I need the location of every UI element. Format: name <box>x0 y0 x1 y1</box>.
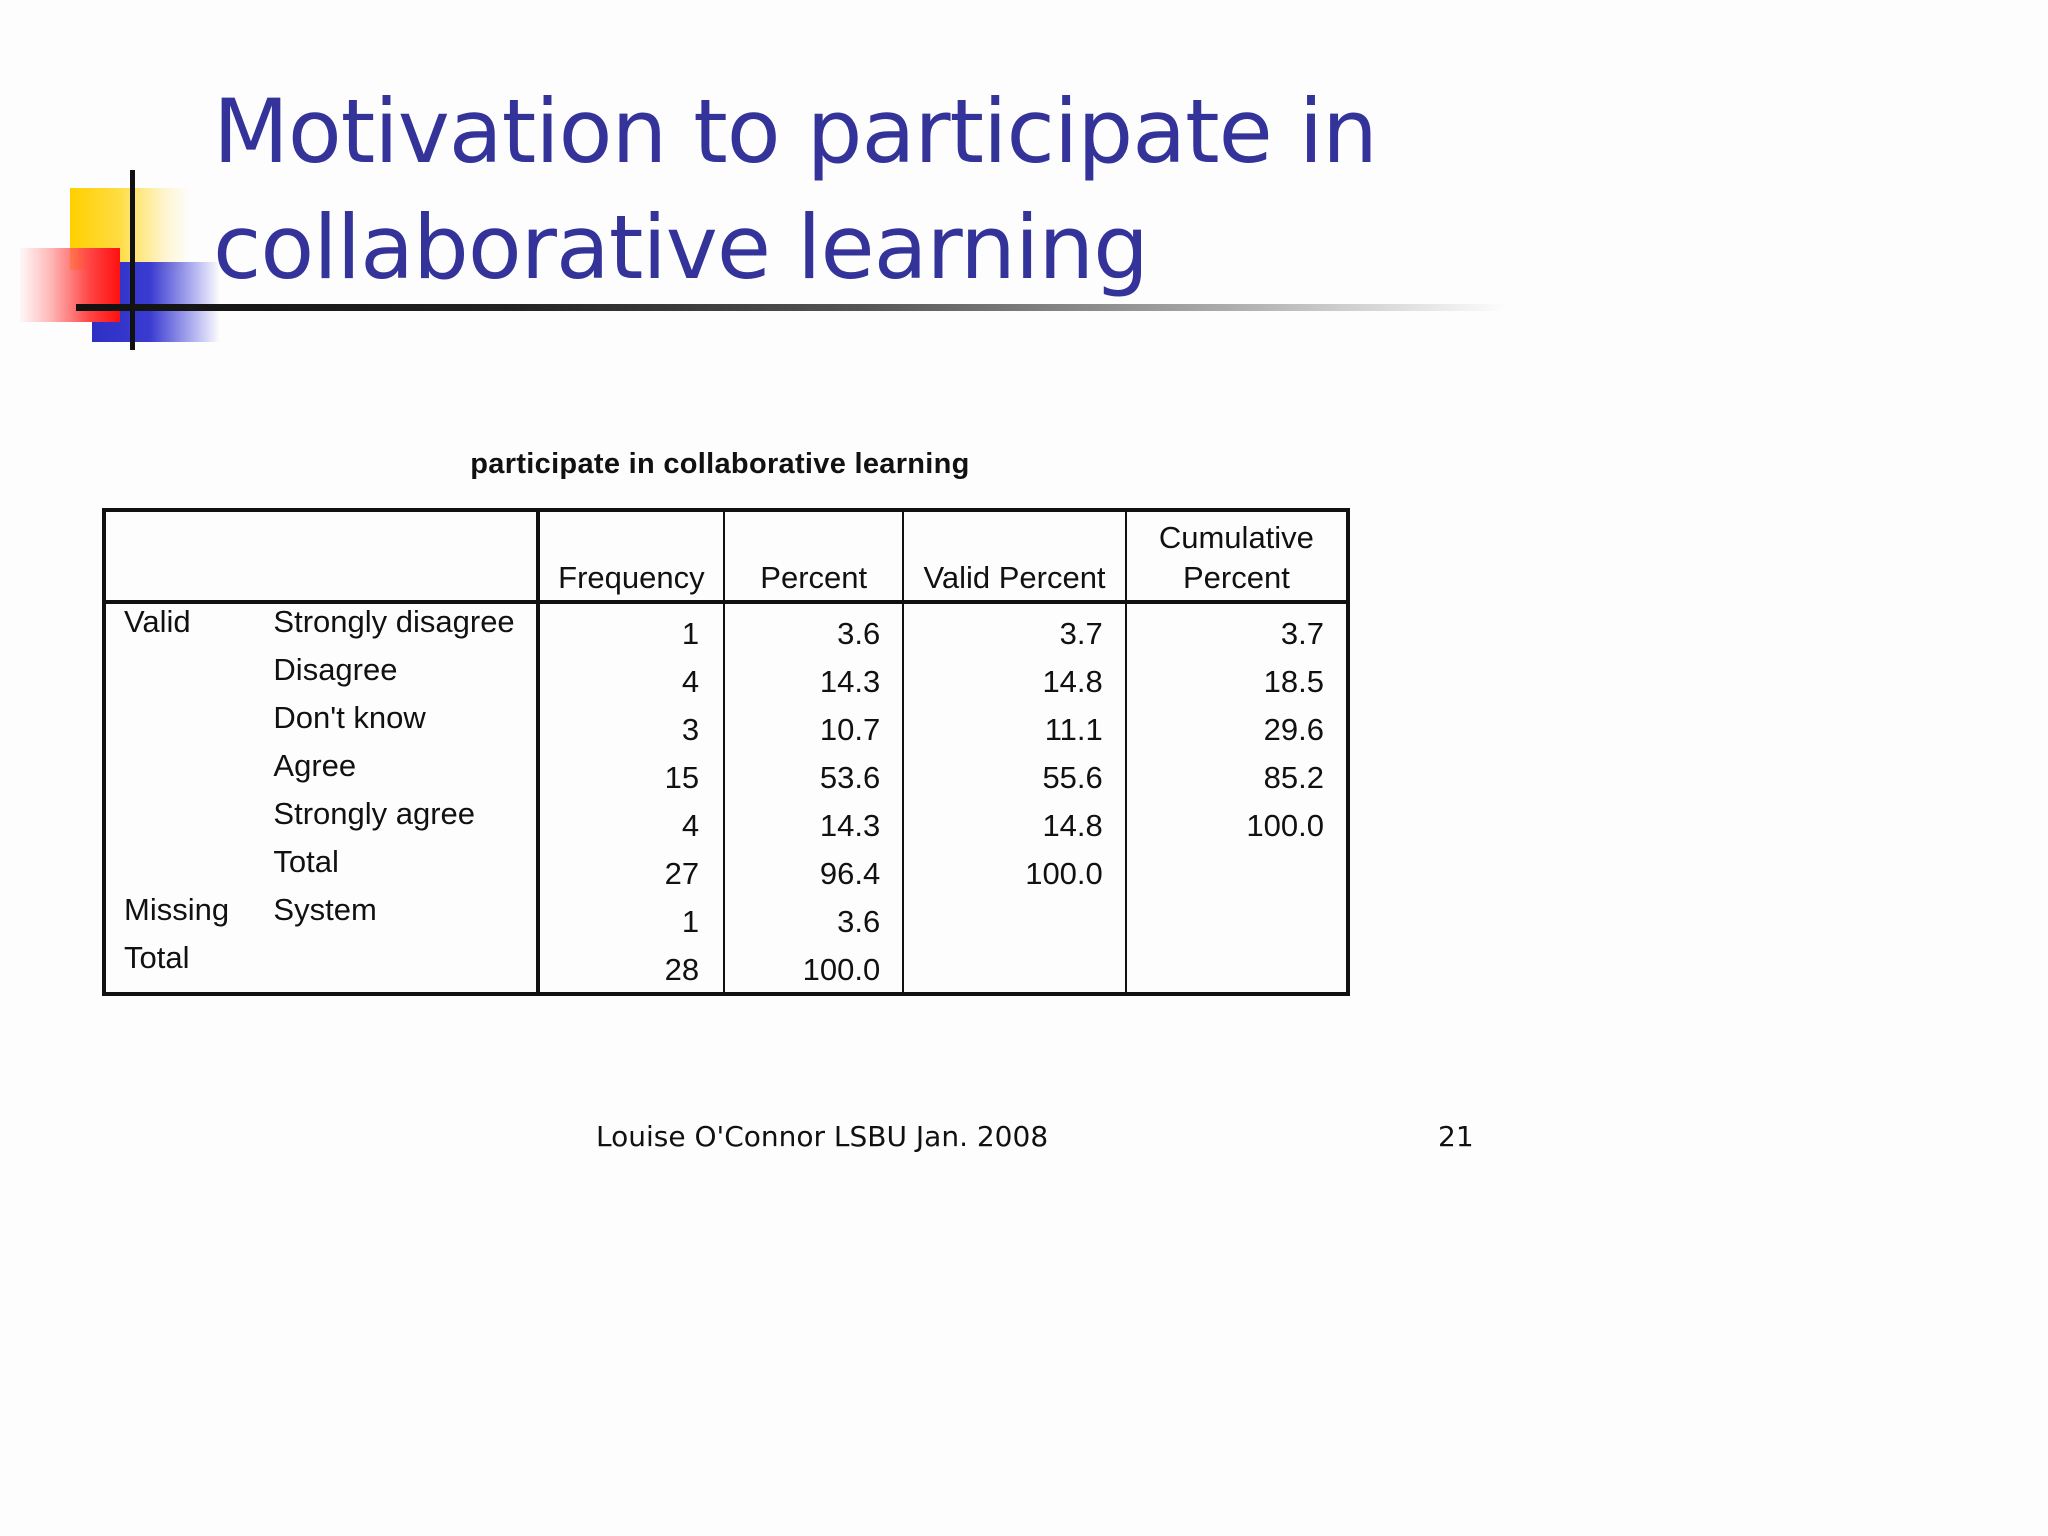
row-group: Missing <box>124 892 230 927</box>
row-cumulative-percent: 85.2 <box>1263 760 1324 795</box>
row-valid-percent: 14.8 <box>903 796 1127 844</box>
row-frequency: 27 <box>537 844 726 892</box>
table-header-row: Frequency Percent Valid Percent Cumulati… <box>104 510 1348 604</box>
row-category: Agree <box>273 748 540 796</box>
row-frequency: 1 <box>537 892 726 940</box>
row-valid-percent: 11.1 <box>903 700 1127 748</box>
row-valid-percent: 3.7 <box>903 602 1127 652</box>
frequency-table: Frequency Percent Valid Percent Cumulati… <box>102 508 1350 996</box>
decor-vertical-line <box>130 170 135 350</box>
row-group <box>104 796 273 844</box>
table-row: Total 28 100.0 <box>104 940 1348 994</box>
row-category: Strongly agree <box>273 796 540 844</box>
row-frequency: 4 <box>537 652 726 700</box>
row-valid-percent <box>903 940 1127 994</box>
row-category: Strongly disagree <box>273 602 540 652</box>
table-row: Don't know 3 10.7 11.1 29.6 <box>104 700 1348 748</box>
row-percent: 3.6 <box>724 602 905 652</box>
footer-text: Louise O'Connor LSBU Jan. 2008 <box>596 1120 1049 1153</box>
row-group <box>104 700 273 748</box>
table-caption: participate in collaborative learning <box>470 448 970 480</box>
row-valid-percent: 100.0 <box>903 844 1127 892</box>
slide: Motivation to participate in collaborati… <box>20 80 1506 1153</box>
header-cumulative-line2: Percent <box>1182 560 1290 595</box>
row-percent: 100.0 <box>724 940 905 994</box>
row-percent: 14.3 <box>724 796 905 844</box>
row-category: Disagree <box>273 652 540 700</box>
header-cumulative-line1: Cumulative <box>1158 520 1314 555</box>
table-row: Disagree 4 14.3 14.8 18.5 <box>104 652 1348 700</box>
row-frequency: 4 <box>537 796 726 844</box>
row-percent: 53.6 <box>724 748 905 796</box>
row-percent: 14.3 <box>724 652 905 700</box>
row-valid-percent <box>903 892 1127 940</box>
header-blank <box>104 510 540 604</box>
row-group <box>104 652 273 700</box>
row-cumulative-percent <box>1126 940 1348 994</box>
row-cumulative-percent: 100.0 <box>1246 808 1324 843</box>
row-valid-percent: 14.8 <box>903 652 1127 700</box>
slide-title: Motivation to participate in collaborati… <box>213 80 1378 299</box>
row-percent: 3.6 <box>724 892 905 940</box>
row-category: Total <box>273 844 540 892</box>
row-percent: 10.7 <box>724 700 905 748</box>
row-group <box>104 748 273 796</box>
row-frequency: 1 <box>537 602 726 652</box>
table-row: Agree 15 53.6 55.6 85.2 <box>104 748 1348 796</box>
header-valid-percent: Valid Percent <box>903 510 1127 604</box>
row-cumulative-percent: 18.5 <box>1263 664 1324 699</box>
row-cumulative-percent: 3.7 <box>1280 616 1324 651</box>
header-frequency: Frequency <box>537 510 726 604</box>
row-frequency: 3 <box>537 700 726 748</box>
table-row: Valid Strongly disagree 1 3.6 3.7 3.7 <box>104 602 1348 652</box>
row-valid-percent: 55.6 <box>903 748 1127 796</box>
table-row: Strongly agree 4 14.3 14.8 100.0 <box>104 796 1348 844</box>
page-number: 21 <box>1438 1120 1474 1153</box>
row-cumulative-percent: 29.6 <box>1263 712 1324 747</box>
table-row: Total 27 96.4 100.0 <box>104 844 1348 892</box>
header-percent: Percent <box>724 510 905 604</box>
row-frequency: 15 <box>537 748 726 796</box>
row-frequency: 28 <box>537 940 726 994</box>
row-group: Total <box>124 940 190 975</box>
row-group: Valid <box>124 604 191 639</box>
decor-horizontal-rule <box>76 304 1506 311</box>
row-cumulative-percent <box>1126 844 1348 892</box>
header-cumulative-percent: Cumulative Percent <box>1125 510 1348 604</box>
row-cumulative-percent <box>1126 892 1348 940</box>
row-group <box>104 844 273 892</box>
row-category <box>273 940 540 994</box>
row-category: System <box>273 892 540 940</box>
table-row: Missing System 1 3.6 <box>104 892 1348 940</box>
row-percent: 96.4 <box>724 844 905 892</box>
row-category: Don't know <box>273 700 540 748</box>
